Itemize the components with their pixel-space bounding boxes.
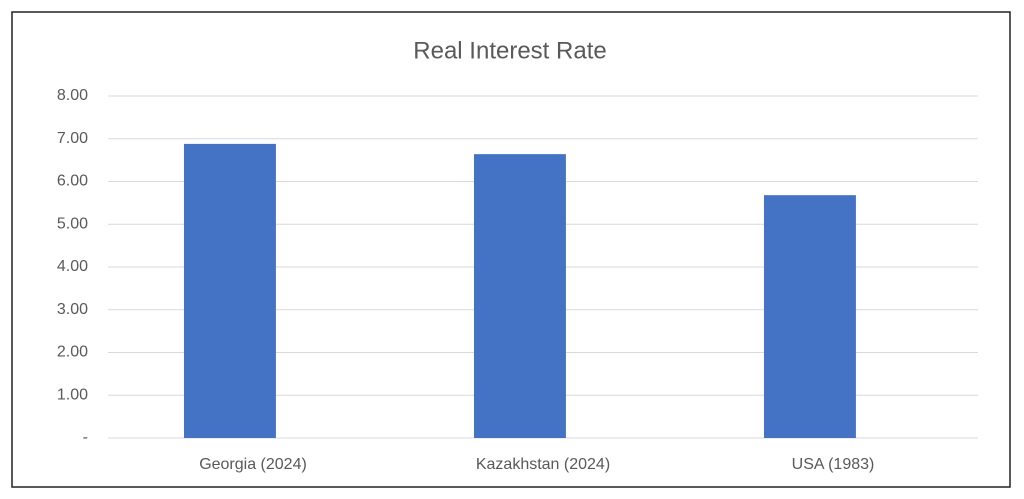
bar [473,154,566,438]
x-tick-label: USA (1983) [792,456,875,473]
y-tick-label: - [83,429,88,446]
bar [183,143,276,438]
chart-title: Real Interest Rate [413,37,606,64]
y-tick-label: 5.00 [57,215,88,232]
y-tick-label: 4.00 [57,258,88,275]
y-tick-label: 8.00 [57,87,88,104]
y-tick-label: 2.00 [57,344,88,361]
x-tick-label: Kazakhstan (2024) [476,456,610,473]
y-tick-label: 6.00 [57,173,88,190]
y-tick-label: 1.00 [57,386,88,403]
y-tick-label: 3.00 [57,301,88,318]
bar [763,195,856,438]
y-tick-label: 7.00 [57,130,88,147]
x-tick-label: Georgia (2024) [199,456,307,473]
